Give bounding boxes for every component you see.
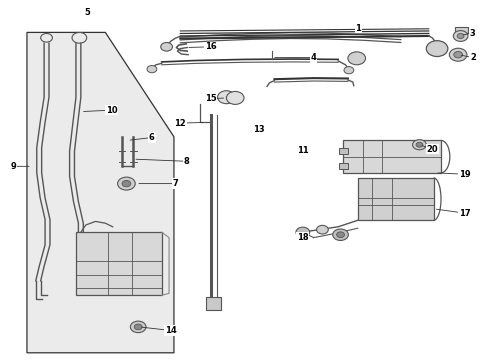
Circle shape — [218, 91, 235, 104]
Text: 9: 9 — [11, 162, 17, 171]
Text: 16: 16 — [205, 42, 217, 51]
Bar — [76, 232, 162, 295]
Circle shape — [453, 31, 468, 41]
Circle shape — [333, 229, 348, 240]
Text: 15: 15 — [205, 94, 217, 103]
Text: 20: 20 — [426, 145, 438, 154]
Circle shape — [134, 324, 142, 330]
Text: 7: 7 — [172, 179, 178, 188]
Text: 19: 19 — [459, 170, 470, 179]
Circle shape — [344, 67, 354, 74]
Circle shape — [449, 48, 467, 61]
Text: 10: 10 — [106, 106, 118, 115]
Text: 2: 2 — [470, 53, 476, 62]
Circle shape — [147, 66, 157, 73]
Circle shape — [454, 51, 463, 58]
Text: 8: 8 — [183, 157, 189, 166]
Text: 18: 18 — [297, 233, 309, 242]
Circle shape — [118, 177, 135, 190]
Circle shape — [296, 227, 310, 237]
Circle shape — [457, 33, 464, 39]
Text: 14: 14 — [165, 326, 176, 335]
Text: 11: 11 — [297, 146, 309, 155]
Text: 6: 6 — [149, 133, 155, 142]
Circle shape — [416, 142, 423, 147]
Text: 17: 17 — [459, 209, 470, 217]
Text: 4: 4 — [311, 53, 317, 62]
Text: 13: 13 — [253, 125, 265, 134]
Circle shape — [348, 52, 366, 65]
Circle shape — [122, 180, 131, 187]
Text: 5: 5 — [84, 8, 90, 17]
Circle shape — [130, 321, 146, 333]
Text: 3: 3 — [470, 29, 476, 38]
Circle shape — [161, 42, 172, 51]
Polygon shape — [27, 32, 174, 353]
Text: 1: 1 — [355, 24, 361, 33]
Bar — [206, 297, 221, 310]
Circle shape — [413, 140, 426, 150]
Text: 12: 12 — [174, 119, 186, 128]
Bar — [343, 140, 441, 173]
Bar — [358, 178, 434, 220]
Bar — [455, 27, 468, 33]
Bar — [339, 163, 348, 169]
Circle shape — [317, 225, 328, 234]
Bar — [339, 148, 348, 154]
Circle shape — [226, 91, 244, 104]
Circle shape — [426, 41, 448, 57]
Circle shape — [337, 232, 344, 238]
